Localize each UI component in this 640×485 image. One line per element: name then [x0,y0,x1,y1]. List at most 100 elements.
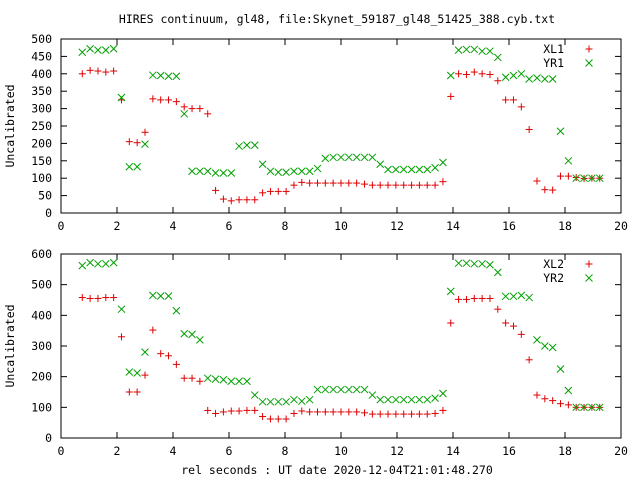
data-point [282,415,290,423]
series-XL1 [78,66,604,205]
data-point [227,377,236,386]
data-point [235,142,243,151]
data-point [439,178,447,186]
data-point [274,397,283,406]
y-tick-label: 600 [31,247,52,261]
data-point [251,406,259,414]
data-point [447,319,455,327]
data-point [501,292,510,301]
data-point [196,377,204,385]
data-point [501,73,510,82]
data-point [486,260,494,269]
data-point [564,156,573,165]
data-point [250,141,259,149]
y-tick-label: 100 [31,171,52,185]
data-point [486,47,494,56]
x-tick-label: 18 [558,444,572,458]
data-point [478,259,486,268]
data-point [211,375,220,383]
data-point [117,93,126,102]
data-point [502,96,510,104]
legend-marker [585,260,593,268]
data-point [415,395,424,404]
y-tick-label: 100 [31,400,52,414]
data-point [439,158,447,167]
legend-marker [585,274,593,282]
data-point [266,167,275,176]
x-tick-label: 10 [334,219,348,233]
x-tick-label: 4 [170,219,177,233]
data-point [164,292,173,300]
data-point [306,179,314,187]
data-point [517,291,526,300]
data-point [588,174,596,183]
x-tick-label: 6 [226,444,233,458]
data-point [196,167,204,176]
data-point [243,406,251,414]
data-point [478,294,486,302]
data-point [486,294,494,302]
data-point [360,153,369,162]
data-point [392,181,400,189]
data-point [368,181,376,189]
data-point [282,187,290,195]
x-tick-label: 18 [558,219,572,233]
data-point [321,154,330,163]
data-point [243,196,251,204]
data-point [462,259,471,268]
data-point [274,168,283,177]
data-point [493,268,502,277]
data-point [251,196,259,204]
data-point [392,410,400,418]
data-point [361,180,369,188]
data-point [329,179,337,187]
data-point [290,395,298,404]
y-tick-label: 500 [31,32,52,46]
data-point [149,95,157,103]
data-point [423,410,431,418]
data-point [580,403,588,412]
data-point [165,96,173,104]
x-tick-label: 14 [446,444,460,458]
data-point [219,408,227,416]
data-point [344,153,353,162]
data-point [486,70,494,78]
data-point [203,167,212,176]
x-tick-label: 20 [614,444,628,458]
data-point [78,261,87,270]
data-point [321,179,329,187]
data-point [455,70,463,78]
data-point [376,160,385,169]
data-point [250,391,259,399]
x-tick-label: 4 [170,444,177,458]
data-point [102,68,110,76]
data-point [462,295,470,303]
data-point [478,47,486,56]
data-point [337,179,345,187]
data-point [188,330,196,339]
data-point [494,305,502,313]
data-point [408,181,416,189]
data-point [305,395,314,404]
data-point [94,46,102,54]
data-point [204,406,212,414]
data-point [196,336,204,344]
data-point [204,110,212,118]
y-tick-label: 200 [31,370,52,384]
data-point [227,197,235,205]
data-point [101,259,110,268]
data-point [376,181,384,189]
x-tick-label: 14 [446,219,460,233]
data-point [384,181,392,189]
legend-label: XL2 [543,257,564,271]
data-point [172,360,180,368]
data-point [298,407,306,415]
data-point [78,294,86,302]
data-point [141,348,149,356]
data-point [462,70,470,78]
data-point [407,395,416,404]
data-point [110,67,118,75]
x-tick-label: 6 [226,219,233,233]
data-point [439,406,447,414]
x-tick-label: 8 [282,444,289,458]
